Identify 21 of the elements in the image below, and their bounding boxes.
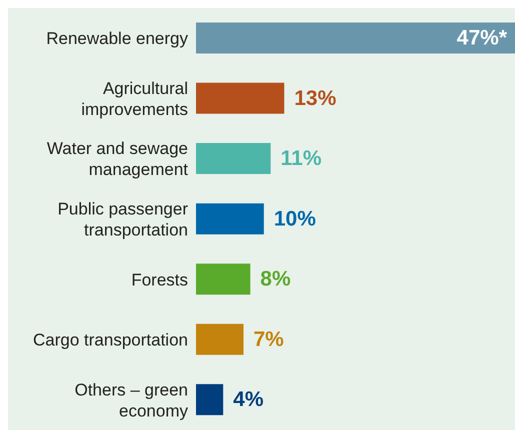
data-label: 10% xyxy=(274,207,316,230)
y-tick-label: Agricultural improvements xyxy=(81,78,188,118)
y-tick-label: Forests xyxy=(131,270,188,289)
bar xyxy=(196,264,250,295)
bar xyxy=(196,203,264,234)
data-label: 13% xyxy=(294,86,337,110)
bar xyxy=(196,384,224,416)
y-tick-label: Public passenger transportation xyxy=(58,199,188,239)
data-label: 7% xyxy=(254,328,284,351)
bar xyxy=(196,324,244,355)
data-label: 8% xyxy=(260,268,291,291)
y-tick-label: Others – green economy xyxy=(74,380,188,420)
y-tick-label: Cargo transportation xyxy=(33,330,188,350)
bar xyxy=(196,22,515,54)
y-tick-label: Renewable energy xyxy=(46,28,188,48)
bar xyxy=(196,143,271,174)
bar xyxy=(196,82,284,114)
data-label: 11% xyxy=(280,147,322,170)
data-label: 47%* xyxy=(456,26,508,50)
data-label: 4% xyxy=(233,388,264,412)
y-tick-label: Water and sewage management xyxy=(46,138,188,179)
